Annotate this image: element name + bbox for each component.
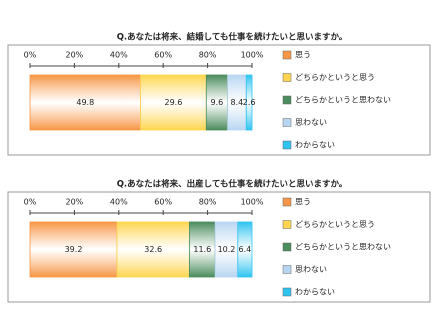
bar-segment xyxy=(140,74,207,131)
legend-swatch xyxy=(282,118,292,127)
chart-title: Q.あなたは将来、結婚しても仕事を続けたいと思いますか。 xyxy=(117,32,348,43)
legend-label: どちらかというと思う xyxy=(295,220,375,229)
data-label: 8.4 xyxy=(231,98,244,107)
data-label: 49.8 xyxy=(76,98,94,107)
bar-segment xyxy=(188,221,216,278)
chart-frame xyxy=(7,191,431,303)
legend-swatch xyxy=(282,287,292,297)
data-label: 39.2 xyxy=(65,245,83,254)
x-tick-label: 40% xyxy=(110,51,128,60)
x-tick-label: 60% xyxy=(154,198,172,207)
legend-swatch xyxy=(282,242,292,252)
x-tick-label: 100% xyxy=(241,198,264,207)
x-tick-label: 100% xyxy=(241,51,264,60)
legend-swatch xyxy=(282,220,292,229)
legend-label: わからない xyxy=(295,141,335,150)
legend-label: どちらかというと思う xyxy=(295,73,375,82)
data-label: 2.6 xyxy=(243,98,256,107)
legend-label: 思わない xyxy=(295,265,327,274)
x-tick-label: 80% xyxy=(199,51,217,60)
legend-label: どちらかというと思わない xyxy=(295,243,391,252)
data-label: 9.6 xyxy=(211,98,224,107)
data-label: 6.4 xyxy=(239,245,252,254)
data-label: 32.6 xyxy=(144,245,162,254)
data-label: 11.6 xyxy=(193,245,211,254)
legend-label: 思う xyxy=(295,198,311,207)
bar-segment xyxy=(237,221,253,278)
legend-label: どちらかというと思わない xyxy=(295,96,391,105)
legend-label: わからない xyxy=(295,288,335,297)
legend-label: 思う xyxy=(295,51,311,60)
x-tick-label: 0% xyxy=(24,51,37,60)
legend-swatch xyxy=(282,265,292,274)
x-tick-label: 40% xyxy=(110,198,128,207)
x-tick-label: 0% xyxy=(24,198,37,207)
data-label: 10.2 xyxy=(218,245,236,254)
chart-title: Q.あなたは将来、出産しても仕事を続けたいと思いますか。 xyxy=(117,179,348,190)
data-label: 29.6 xyxy=(165,98,183,107)
bar-segment xyxy=(29,74,141,131)
legend-label: 思わない xyxy=(295,118,327,127)
x-tick-label: 80% xyxy=(199,198,217,207)
x-tick-label: 20% xyxy=(66,198,84,207)
bar-segment xyxy=(245,74,253,131)
legend-swatch xyxy=(282,50,292,60)
legend-swatch xyxy=(282,197,292,207)
x-tick-label: 20% xyxy=(66,51,84,60)
legend-swatch xyxy=(282,73,292,82)
legend-swatch xyxy=(282,140,292,150)
x-tick-label: 60% xyxy=(154,51,172,60)
legend-swatch xyxy=(282,95,292,105)
chart-frame xyxy=(7,44,431,156)
